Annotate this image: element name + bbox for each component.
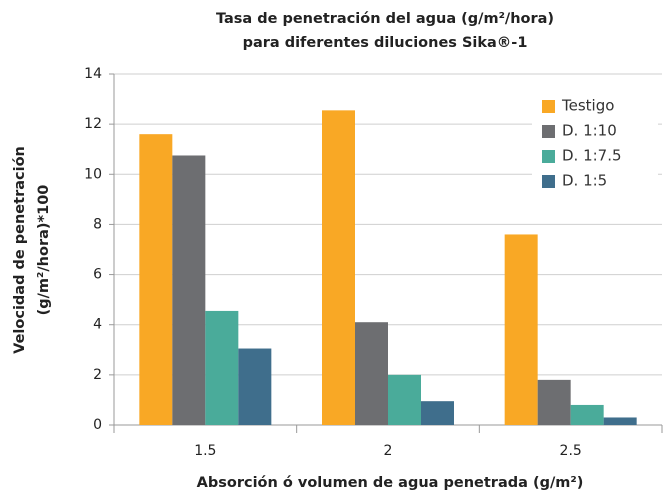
y-tick-label: 6 [93,267,102,283]
bar [388,374,421,425]
bar [537,379,571,425]
legend-swatch [542,100,555,113]
bar [603,417,637,425]
y-tick-label: 12 [84,116,102,132]
legend-label: D. 1:10 [562,122,617,140]
legend-label: D. 1:7.5 [562,147,622,165]
y-tick-label: 10 [84,166,102,182]
y-tick-label: 2 [93,367,102,383]
y-tick-label: 8 [93,216,102,232]
legend-label: D. 1:5 [562,172,607,190]
bar [322,110,355,425]
bar [205,310,239,425]
y-tick-label: 0 [93,417,102,433]
y-axis-label: (g/m²/hora)*100 [36,185,52,316]
legend-label: Testigo [561,97,614,115]
bar [355,322,388,425]
chart-title: para diferentes diluciones Sika®-1 [243,35,528,51]
x-tick-label: 2 [384,443,393,459]
y-tick-label: 4 [93,317,102,333]
legend-swatch [542,125,555,138]
bar [172,155,206,425]
x-tick-label: 2.5 [560,443,582,459]
x-axis-label: Absorción ó volumen de agua penetrada (g… [197,475,584,491]
legend-swatch [542,150,555,163]
y-axis-label: Velocidad de penetración [12,146,28,354]
chart-title: Tasa de penetración del agua (g/m²/hora) [216,11,554,27]
y-tick-label: 14 [84,66,102,82]
x-tick-label: 1.5 [194,443,216,459]
bar [139,134,173,425]
legend-swatch [542,175,555,188]
bar [238,348,272,425]
bar [421,401,454,425]
bar [570,404,604,425]
bar [504,234,538,425]
